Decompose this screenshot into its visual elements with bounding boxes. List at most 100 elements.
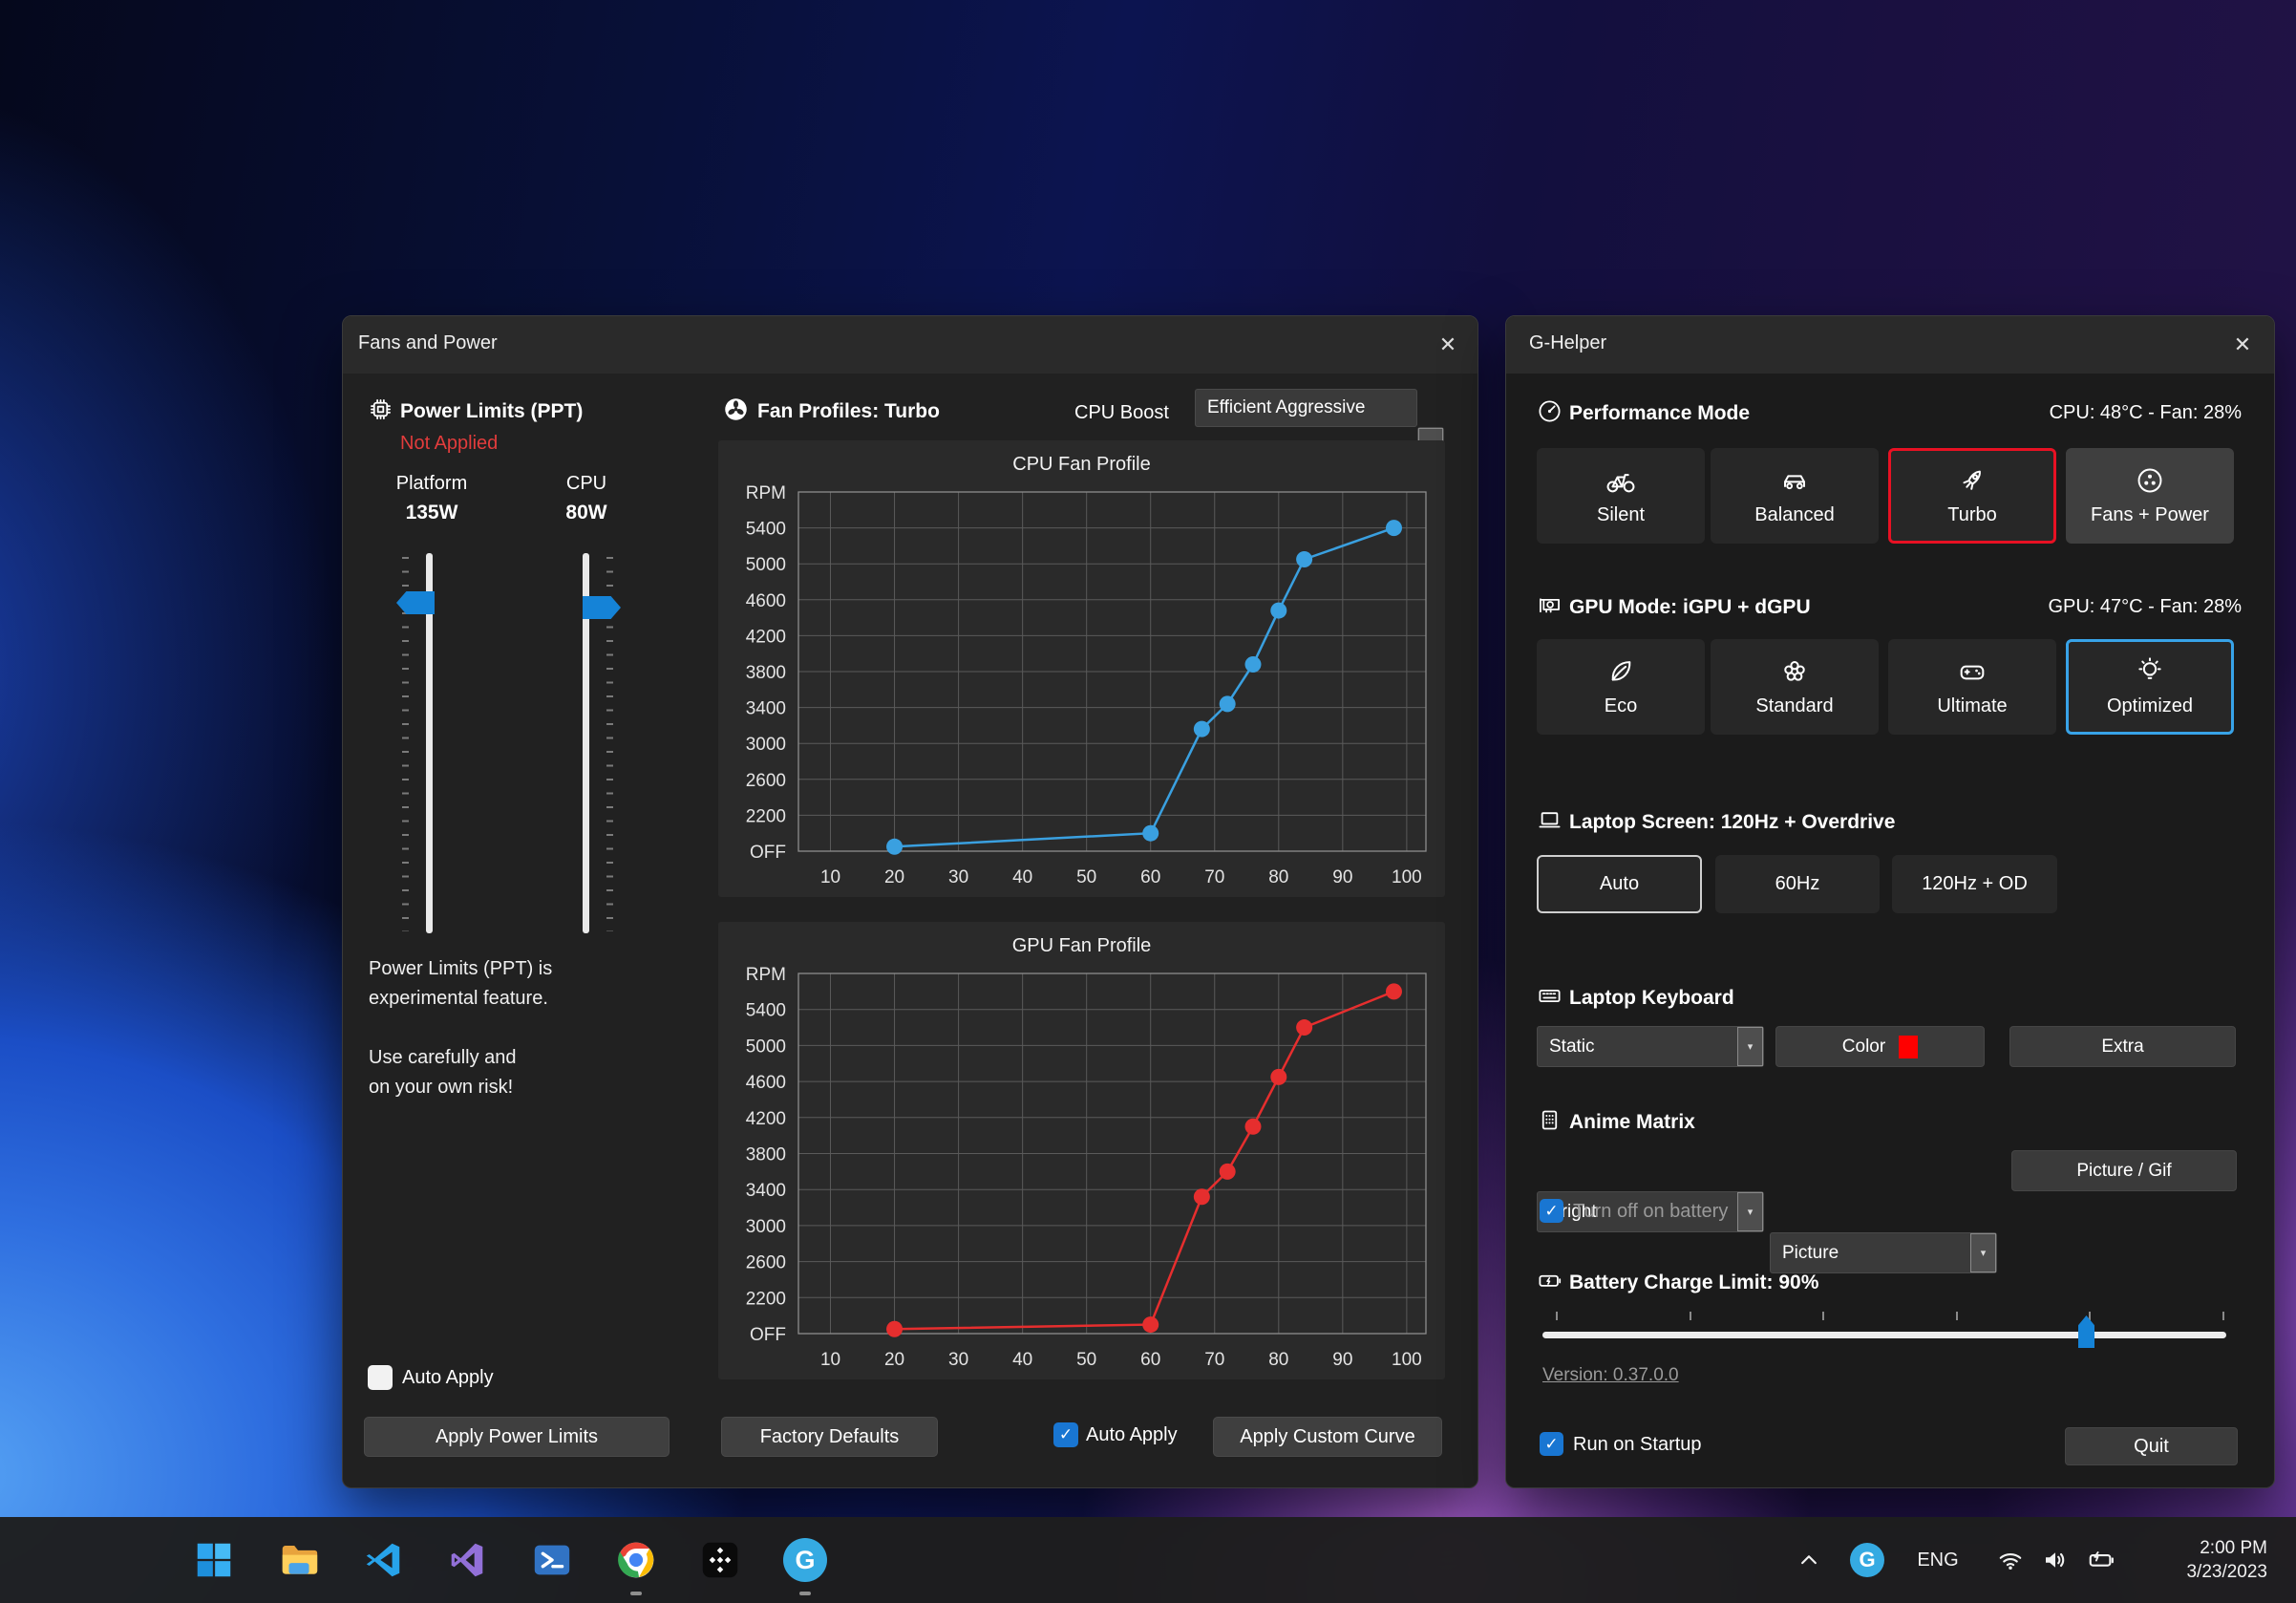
version-link[interactable]: Version: 0.37.0.0 — [1542, 1365, 1679, 1385]
svg-text:3000: 3000 — [746, 735, 786, 755]
car-icon — [1784, 475, 1805, 490]
powershell-button[interactable] — [525, 1533, 579, 1587]
mode-tile-fans-power[interactable]: Fans + Power — [2066, 448, 2234, 544]
svg-text:5400: 5400 — [746, 520, 786, 540]
power-auto-apply-label: Auto Apply — [402, 1367, 494, 1388]
power-auto-apply-checkbox[interactable] — [368, 1365, 393, 1390]
windows-start-icon — [197, 1543, 231, 1577]
quit-button[interactable]: Quit — [2065, 1427, 2238, 1465]
screen-option-60hz[interactable]: 60Hz — [1715, 855, 1880, 913]
tray-ghelper-button[interactable]: G — [1847, 1540, 1887, 1580]
tray-chevron-button[interactable] — [1789, 1540, 1829, 1580]
power-limits-heading: Power Limits (PPT) — [400, 400, 584, 422]
ghelper-taskbar-button[interactable]: G — [778, 1533, 832, 1587]
cpu-slider-track[interactable] — [583, 553, 589, 933]
visual-studio-icon — [451, 1543, 483, 1577]
screen-option-auto[interactable]: Auto — [1537, 855, 1702, 913]
fan-icon — [723, 396, 749, 422]
mode-tile-silent[interactable]: Silent — [1537, 448, 1705, 544]
svg-text:3000: 3000 — [746, 1217, 786, 1237]
keyboard-extra-button[interactable]: Extra — [2009, 1026, 2236, 1067]
svg-text:4600: 4600 — [746, 1073, 786, 1093]
keyboard-color-button[interactable]: Color — [1775, 1026, 1985, 1067]
gpu-tile-ultimate[interactable]: Ultimate — [1888, 639, 2056, 735]
svg-text:10: 10 — [820, 1350, 840, 1370]
visual-studio-button[interactable] — [440, 1533, 494, 1587]
svg-text:2200: 2200 — [746, 806, 786, 826]
svg-text:10: 10 — [820, 867, 840, 887]
matrix-heading: Anime Matrix — [1569, 1111, 1695, 1133]
cpu-boost-dropdown[interactable]: Efficient Aggressive — [1195, 389, 1417, 427]
screen-heading: Laptop Screen: 120Hz + Overdrive — [1569, 811, 1896, 833]
cpu-fan-chart[interactable]: 10 20 30 40 50 60 70 80 90 100 OFF 2200 2600 3000 3400… — [718, 483, 1445, 897]
gpu-tile-optimized[interactable]: Optimized — [2066, 639, 2234, 735]
chevron-down-icon[interactable]: ▾ — [1737, 1192, 1763, 1231]
battery-icon — [1537, 1268, 1563, 1293]
leaf-icon — [1611, 661, 1631, 681]
screen-option-120hz-od[interactable]: 120Hz + OD — [1892, 855, 2057, 913]
ghelper-app-icon: G — [783, 1538, 827, 1582]
ghelper-tray-icon: G — [1850, 1543, 1884, 1577]
chrome-button[interactable] — [609, 1533, 663, 1587]
svg-text:3800: 3800 — [746, 1145, 786, 1165]
battery-slider-track[interactable] — [1542, 1332, 2226, 1338]
chevron-down-icon[interactable]: ▾ — [1970, 1233, 1996, 1272]
cpu-slider-thumb[interactable] — [583, 596, 621, 619]
gpu-fan-chart-card: GPU Fan Profile 10 20 30 40 50 60 70 80 90 100 OFF… — [718, 922, 1445, 1379]
gauge-icon — [1537, 398, 1563, 424]
gpu-mode-heading: GPU Mode: iGPU + dGPU — [1569, 596, 1811, 618]
svg-text:50: 50 — [1076, 867, 1096, 887]
gamepad-icon — [1960, 665, 1985, 680]
svg-text:2200: 2200 — [746, 1289, 786, 1309]
svg-text:4600: 4600 — [746, 591, 786, 611]
matrix-picture-gif-button[interactable]: Picture / Gif — [2011, 1150, 2237, 1191]
keyboard-mode-dropdown[interactable]: Static ▾ — [1537, 1026, 1764, 1067]
fan-profiles-heading: Fan Profiles: Turbo — [757, 400, 940, 422]
ghelper-window: G-Helper ✕ Performance Mode CPU: 48°C - … — [1505, 315, 2275, 1488]
turn-off-on-battery-checkbox[interactable]: ✓ — [1540, 1199, 1563, 1223]
factory-defaults-button[interactable]: Factory Defaults — [721, 1417, 938, 1457]
battery-slider-thumb[interactable] — [2078, 1315, 2094, 1348]
start-button[interactable] — [187, 1533, 241, 1587]
platform-label: Platform — [395, 473, 468, 494]
apply-custom-curve-button[interactable]: Apply Custom Curve — [1213, 1417, 1442, 1457]
curve-auto-apply-checkbox[interactable]: ✓ — [1053, 1422, 1078, 1447]
gpu-fan-chart[interactable]: 10 20 30 40 50 60 70 80 90 100 OFF 2200 2600 3000 3400… — [718, 965, 1445, 1379]
taskbar-clock[interactable]: 2:00 PM 3/23/2023 — [2186, 1536, 2267, 1584]
mode-tile-turbo[interactable]: Turbo — [1888, 448, 2056, 544]
ghelper-running-indicator — [799, 1592, 811, 1595]
gpu-tile-eco[interactable]: Eco — [1537, 639, 1705, 735]
close-icon[interactable]: ✕ — [2233, 332, 2252, 356]
keyboard-icon — [1537, 983, 1563, 1009]
tray-language-button[interactable]: ENG — [1917, 1549, 1959, 1571]
run-on-startup-checkbox[interactable]: ✓ — [1540, 1432, 1563, 1456]
file-explorer-icon — [282, 1546, 318, 1574]
chevron-down-icon[interactable]: ▾ — [1737, 1027, 1763, 1066]
matrix-app-button[interactable] — [693, 1533, 747, 1587]
platform-slider-track[interactable] — [426, 553, 433, 933]
fans-window-titlebar[interactable]: Fans and Power ✕ — [343, 316, 1478, 374]
chrome-running-indicator — [630, 1592, 642, 1595]
mode-tile-balanced[interactable]: Balanced — [1711, 448, 1879, 544]
fan-power-icon — [2137, 468, 2162, 493]
check-icon: ✓ — [1544, 1201, 1559, 1220]
laptop-icon — [1537, 807, 1563, 833]
svg-text:20: 20 — [884, 1350, 904, 1370]
tray-volume-button[interactable] — [2035, 1540, 2075, 1580]
fans-and-power-window: Fans and Power ✕ Power Limits (PPT) Not … — [342, 315, 1478, 1488]
gpu-tile-standard[interactable]: Standard — [1711, 639, 1879, 735]
matrix-mode-dropdown[interactable]: Picture ▾ — [1770, 1232, 1997, 1273]
file-explorer-button[interactable] — [272, 1533, 326, 1587]
ghelper-titlebar[interactable]: G-Helper ✕ — [1506, 316, 2274, 374]
vscode-button[interactable] — [356, 1533, 410, 1587]
close-icon[interactable]: ✕ — [1438, 332, 1457, 356]
powershell-icon — [534, 1545, 570, 1575]
svg-text:20: 20 — [884, 867, 904, 887]
tray-battery-button[interactable] — [2081, 1540, 2121, 1580]
tray-wifi-button[interactable] — [1990, 1540, 2030, 1580]
svg-text:100: 100 — [1392, 1350, 1422, 1370]
chip-icon — [368, 396, 393, 422]
bicycle-icon — [1606, 474, 1635, 493]
apply-power-limits-button[interactable]: Apply Power Limits — [364, 1417, 670, 1457]
